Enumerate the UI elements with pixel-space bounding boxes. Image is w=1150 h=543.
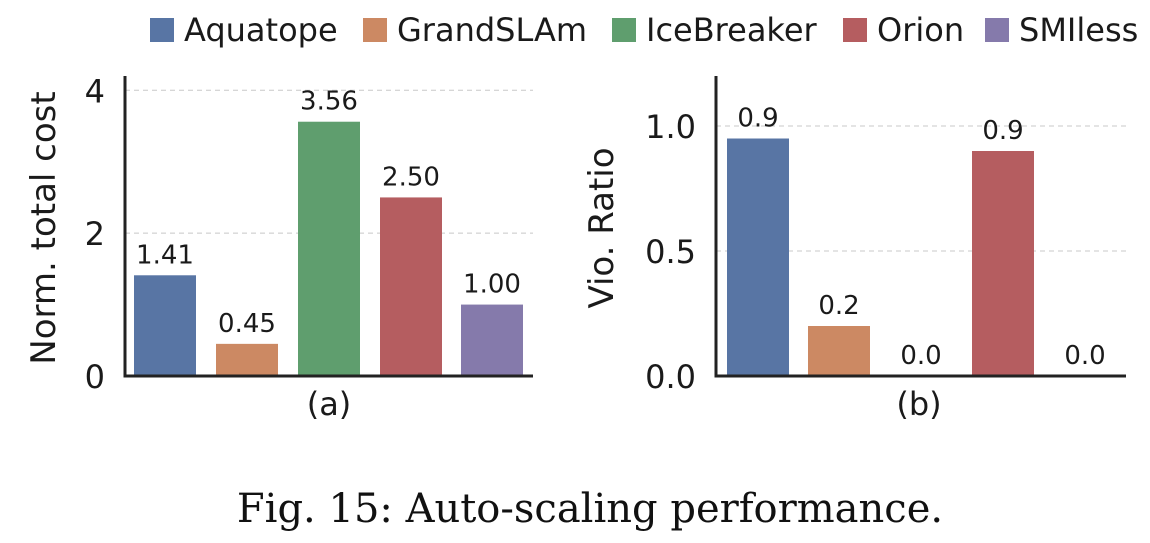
y-tick-label: 4 [85,72,105,110]
subplot-label: (b) [896,385,941,423]
legend-swatch-grandslam [363,18,387,42]
legend-swatch-icebreaker [612,18,636,42]
bar-smiless [461,304,523,376]
figure-caption: Fig. 15: Auto-scaling performance. [237,486,943,532]
legend-label-grandslam: GrandSLAm [397,11,587,49]
value-label-smiless: 1.00 [463,270,521,300]
y-tick-label: 2 [85,215,105,253]
y-axis-label: Norm. total cost [24,91,64,364]
value-label-grandslam: 0.2 [818,291,859,321]
value-label-orion: 0.9 [982,116,1023,146]
y-tick-label: 1.0 [645,108,696,146]
value-label-orion: 2.50 [382,162,440,192]
chart-a: 1.41 0.45 3.56 2.50 1.00 0 2 4 Norm. total cost (… [24,72,533,423]
legend: Aquatope GrandSLAm IceBreaker Orion SMIless [150,11,1138,49]
axis-lines [123,76,533,378]
bar-grandslam [216,343,278,376]
axis-lines [714,76,1126,378]
y-tick-label: 0 [85,358,105,396]
bar-aquatope [727,138,789,376]
legend-label-icebreaker: IceBreaker [646,11,818,49]
value-label-icebreaker: 0.0 [900,341,941,371]
y-axis-label: Vio. Ratio [582,147,622,308]
bar-grandslam [808,326,870,376]
bar-orion [380,197,442,376]
legend-swatch-aquatope [150,18,174,42]
value-label-aquatope: 0.9 [737,104,778,134]
value-label-aquatope: 1.41 [136,240,194,270]
bar-aquatope [134,275,196,376]
chart-b: 0.9 0.2 0.0 0.9 0.0 0.0 0.5 1.0 Vio. Ratio (b) [582,76,1126,423]
value-label-smiless: 0.0 [1064,341,1105,371]
value-label-icebreaker: 3.56 [300,87,358,117]
legend-swatch-smiless [985,18,1009,42]
y-tick-label: 0.0 [645,358,696,396]
y-tick-label: 0.5 [645,233,696,271]
legend-label-aquatope: Aquatope [184,11,338,49]
legend-swatch-orion [843,18,867,42]
legend-label-orion: Orion [877,11,964,49]
bar-orion [972,151,1034,376]
legend-label-smiless: SMIless [1019,11,1138,49]
subplot-label: (a) [307,385,352,423]
bar-icebreaker [298,121,360,376]
value-label-grandslam: 0.45 [218,309,276,339]
